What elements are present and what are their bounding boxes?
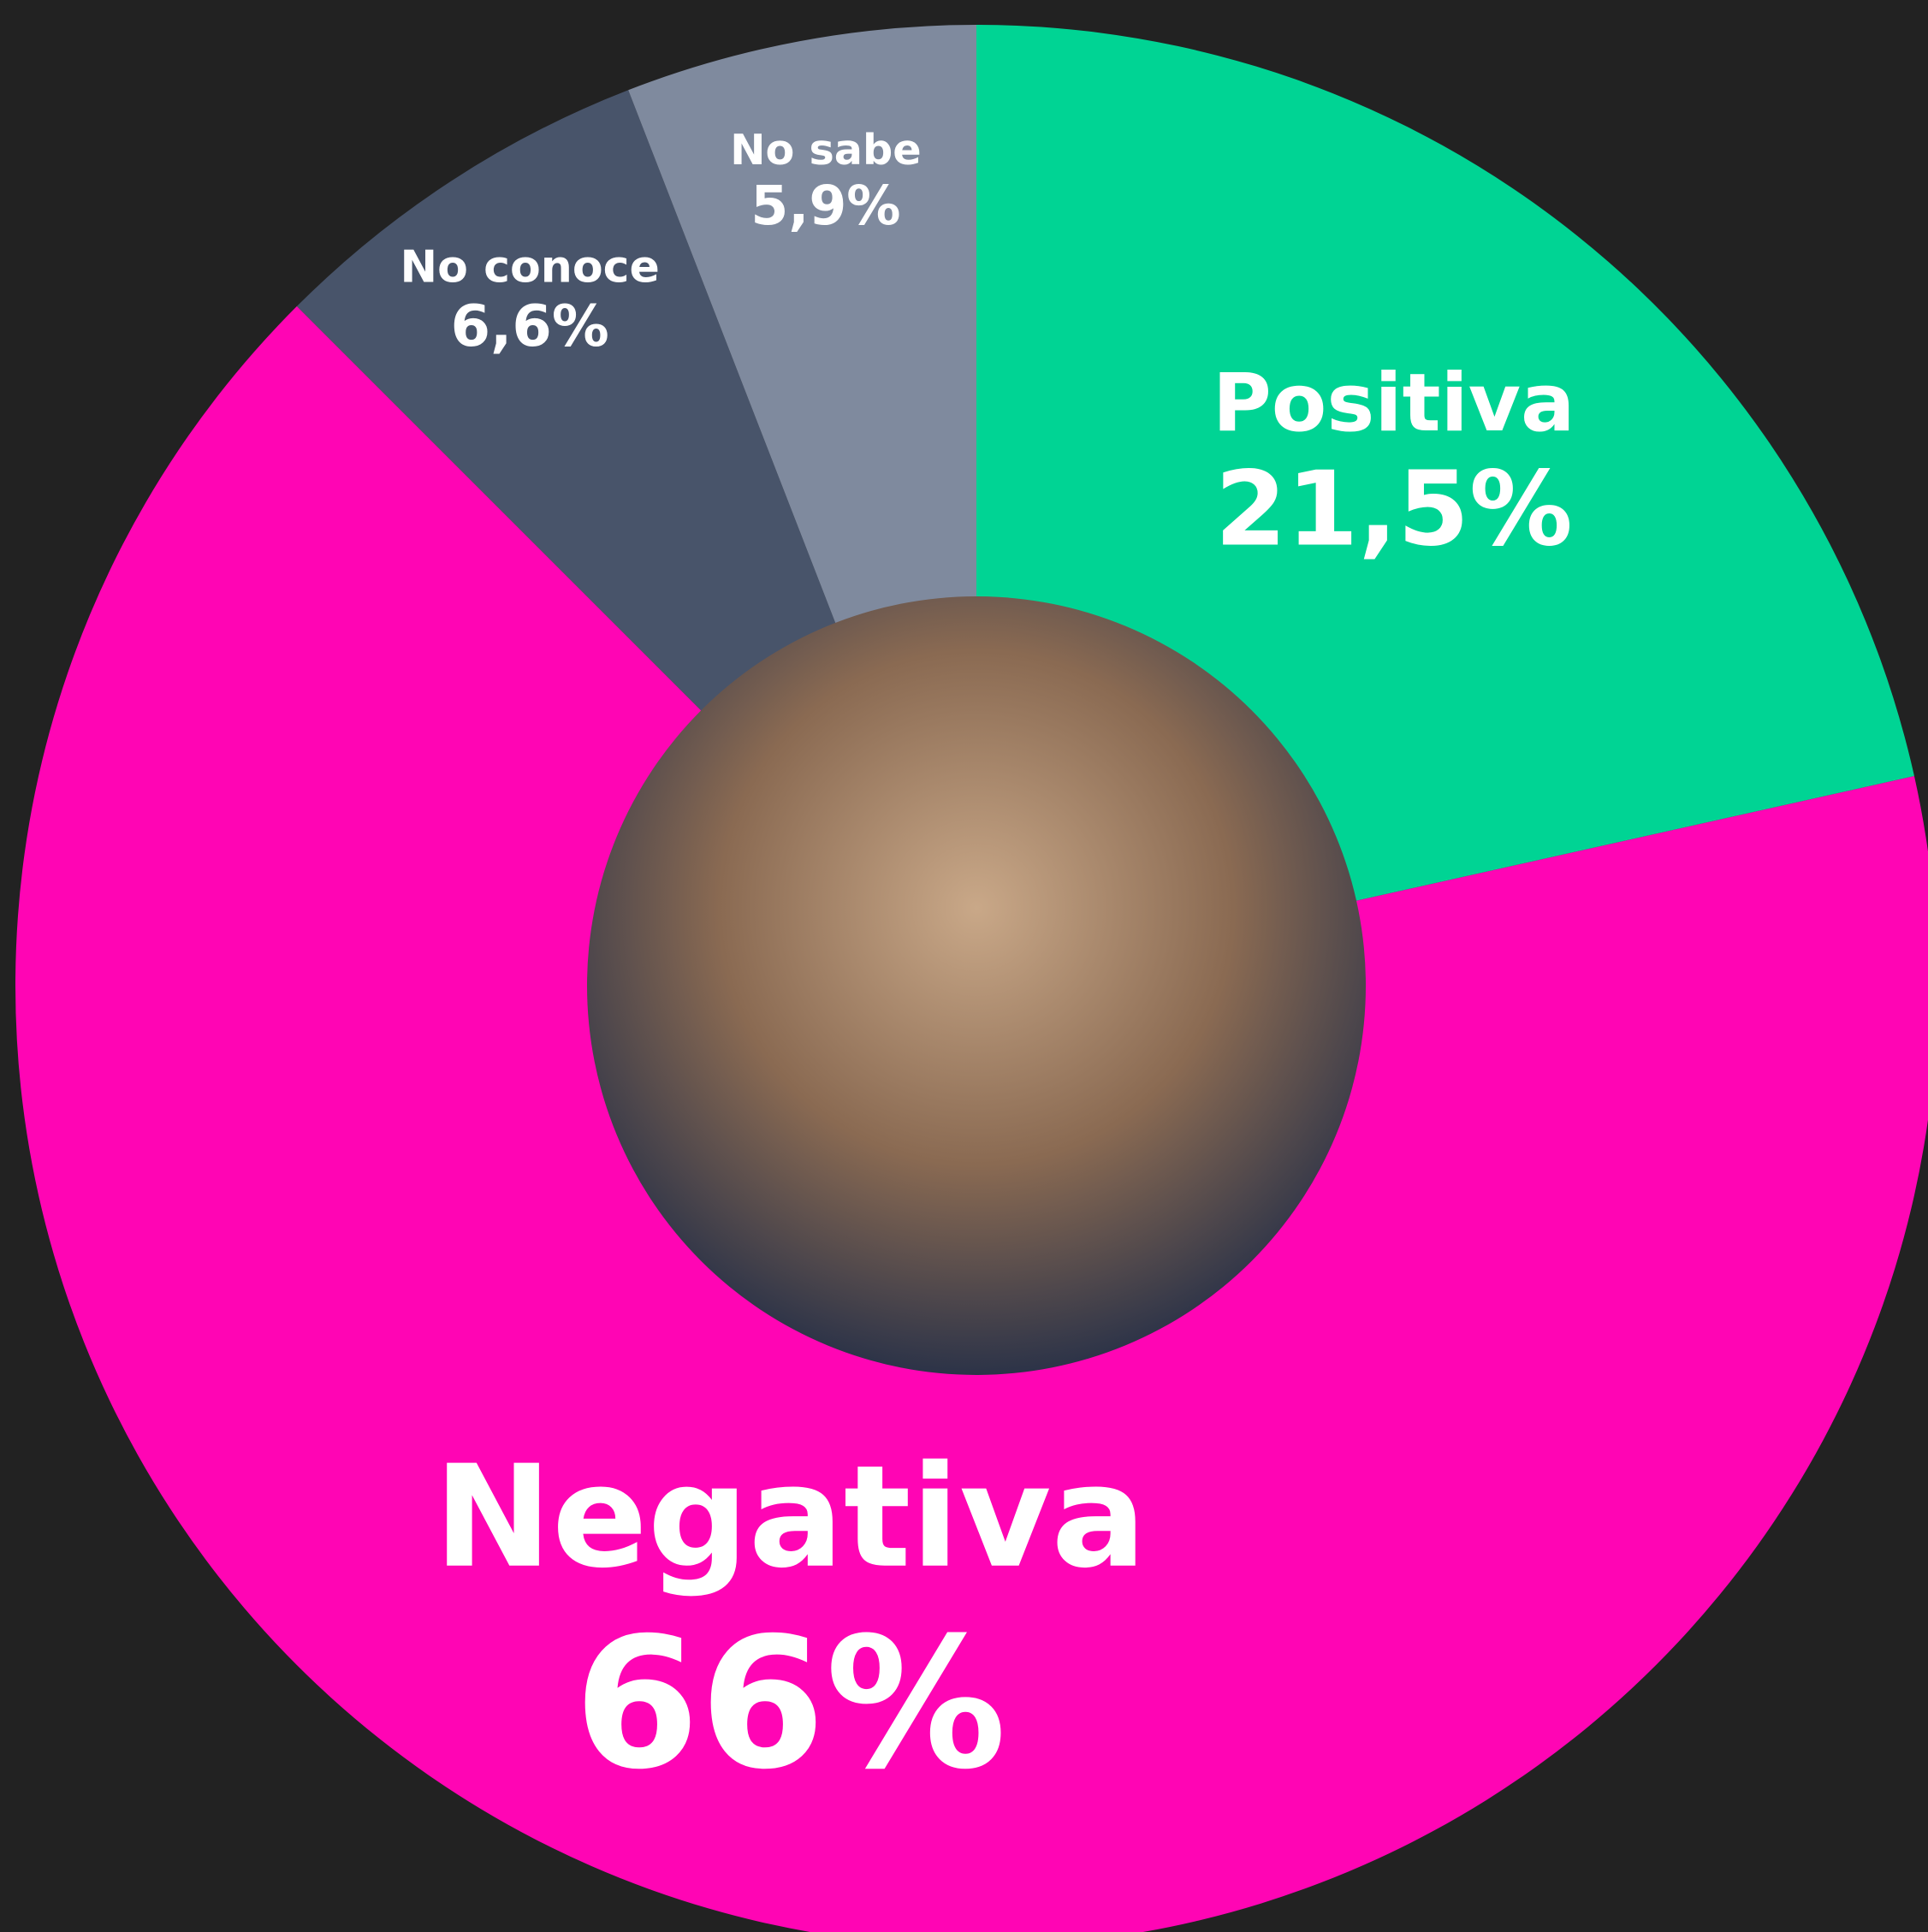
center-photo — [587, 596, 1366, 1375]
slice — [296, 90, 840, 720]
slice-value: 5,9% — [750, 174, 900, 237]
slice — [628, 25, 976, 635]
slice-name: Negativa — [434, 1435, 1147, 1599]
slice-name: No conoce — [400, 241, 660, 293]
slice-value: 21,5% — [1215, 450, 1573, 570]
slice-name: Positiva — [1213, 357, 1575, 450]
slice-name: No sabe — [730, 125, 921, 175]
slice-value: 6,6% — [451, 293, 609, 359]
slice-value: 66% — [574, 1598, 1007, 1809]
slice — [15, 305, 1928, 1932]
